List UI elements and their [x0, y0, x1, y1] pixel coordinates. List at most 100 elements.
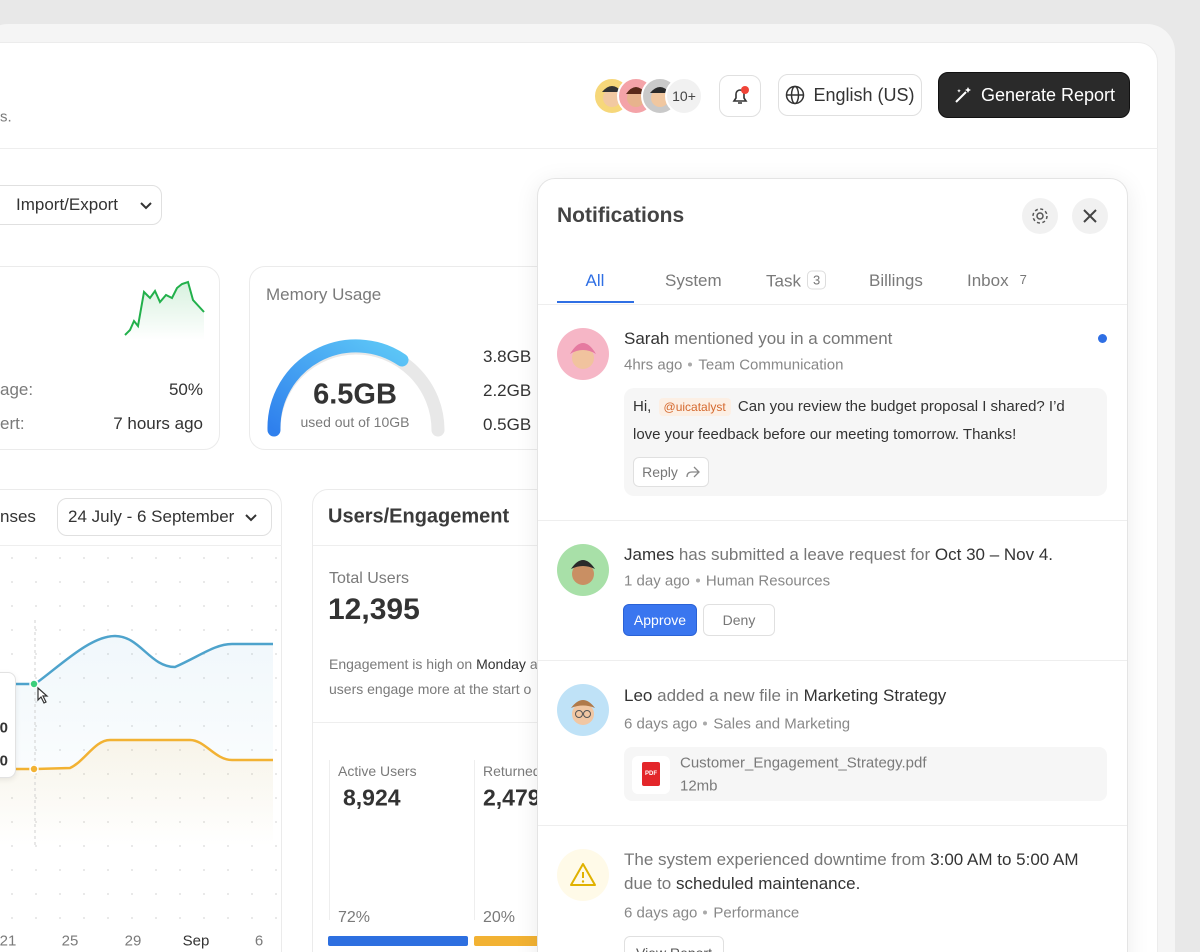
highlight: 3:00 AM to 5:00 AM: [930, 850, 1079, 869]
note-text: a: [529, 656, 538, 672]
tab[interactable]: All: [585, 271, 605, 290]
x-label: Sep: [182, 932, 210, 950]
deny-button[interactable]: Deny: [703, 604, 775, 636]
highlight: Marketing Strategy: [803, 686, 947, 705]
tab[interactable]: Task 3: [766, 270, 827, 292]
icon-part: [0, 740, 273, 846]
icon-part: [267, 339, 409, 437]
progress-bar: [474, 936, 574, 946]
icon-part: [125, 282, 204, 340]
x-label: 25: [61, 932, 79, 950]
card-title: nses: [0, 507, 36, 526]
comment-body: Can you review the budget proposal I sha…: [633, 398, 1065, 443]
avatar: [557, 328, 609, 380]
icon-part: [29, 764, 39, 774]
icon-part: [650, 87, 670, 93]
mention[interactable]: @uicatalyst: [658, 398, 731, 416]
icon-part: [581, 880, 585, 883]
time: 1 day ago: [624, 572, 690, 590]
card-title: Users/Engagement: [328, 505, 510, 528]
tooltip-value: 0: [0, 719, 8, 737]
avatar: [557, 684, 609, 736]
action: added a new file in: [657, 686, 799, 705]
warning-icon: [557, 849, 609, 901]
wand-icon: [955, 87, 971, 103]
source: Human Resources: [705, 572, 831, 590]
import-export-button[interactable]: Import/Export: [0, 185, 162, 225]
icon-part: [0, 634, 273, 686]
tab-indicator: [557, 301, 634, 303]
view-report-button[interactable]: View Report: [624, 936, 724, 952]
gauge-value: 6.5GB: [313, 378, 397, 411]
sender: James: [624, 545, 675, 564]
time: 4hrs ago: [624, 356, 683, 374]
icon-part: [140, 202, 152, 210]
note-text: Engagement is high on: [329, 656, 473, 672]
card-divider: [0, 545, 282, 546]
tab-label: Task: [766, 271, 801, 291]
icon-part: [957, 87, 971, 93]
settings-button[interactable]: [1022, 198, 1058, 234]
icon-part: [583, 710, 591, 718]
reply-button[interactable]: Reply: [633, 457, 709, 487]
reply-icon: [686, 466, 700, 478]
icon-part: [665, 77, 702, 115]
icon-part: [0, 738, 273, 771]
bell-icon: [732, 86, 749, 104]
generate-report-button[interactable]: Generate Report: [938, 72, 1130, 118]
date-range-dropdown[interactable]: 24 July - 6 September: [57, 498, 272, 536]
x-label: 6: [254, 932, 264, 950]
legend-value: 2.2GB: [483, 381, 532, 400]
icon-part: [572, 347, 594, 369]
file-attachment[interactable]: [624, 747, 1107, 801]
notification-meta: 6 days ago Performance: [624, 905, 799, 922]
card-divider: [313, 545, 611, 546]
tab-badge: 7: [1019, 272, 1027, 287]
item-divider: [538, 520, 1127, 521]
gauge: [267, 339, 445, 437]
stat-value: 7 hours ago: [113, 414, 203, 433]
notification-text: Leo added a new file in Marketing Strate…: [624, 686, 946, 706]
avatar-count: 10+: [672, 88, 696, 104]
sparkline: [124, 280, 205, 340]
time: 6 days ago: [624, 715, 698, 733]
total-value: 12,395: [328, 593, 420, 626]
approve-button[interactable]: Approve: [623, 604, 697, 636]
metric-value: 2,479: [483, 784, 541, 811]
metric-divider: [329, 760, 330, 920]
separator-dot: [703, 721, 708, 726]
tab[interactable]: Inbox 7: [967, 271, 1032, 291]
engagement-note: Engagement is high on Monday a: [329, 656, 538, 672]
tab[interactable]: System: [665, 271, 722, 290]
icon-part: [37, 686, 49, 704]
metric-percent: 20%: [483, 909, 516, 926]
icon-part: [571, 560, 595, 569]
icon-part: [955, 91, 967, 103]
language-button[interactable]: English (US): [778, 74, 922, 116]
file-name: Customer_Engagement_Strategy.pdf: [680, 754, 927, 772]
tab[interactable]: Billings: [869, 271, 923, 290]
note-text: users engage more at the start o: [329, 681, 532, 697]
metric-label: Returned: [483, 763, 541, 779]
panel-title: Notifications: [557, 204, 685, 227]
icon-part: [571, 700, 595, 708]
icon-part: [602, 86, 622, 92]
stat-label: ert:: [0, 414, 25, 433]
icon-part: [741, 86, 749, 94]
chevron: [245, 514, 257, 522]
separator-dot: [688, 362, 693, 367]
import-export-label: Import/Export: [16, 195, 119, 214]
gauge-caption: used out of 10GB: [300, 414, 410, 430]
globe-icon: [786, 85, 805, 105]
tab-badge: 3: [806, 270, 827, 290]
icon-part: [124, 280, 205, 336]
icon-part: [572, 563, 594, 585]
card-title: Memory Usage: [266, 285, 382, 304]
notifications-panel: [537, 178, 1128, 952]
action: mentioned you in a comment: [674, 329, 893, 348]
metric-percent: 72%: [338, 909, 371, 926]
icon-part: [1083, 209, 1097, 223]
notification-button[interactable]: [719, 75, 761, 117]
close-button[interactable]: [1072, 198, 1108, 234]
highlight: Oct 30 – Nov 4.: [934, 545, 1054, 564]
